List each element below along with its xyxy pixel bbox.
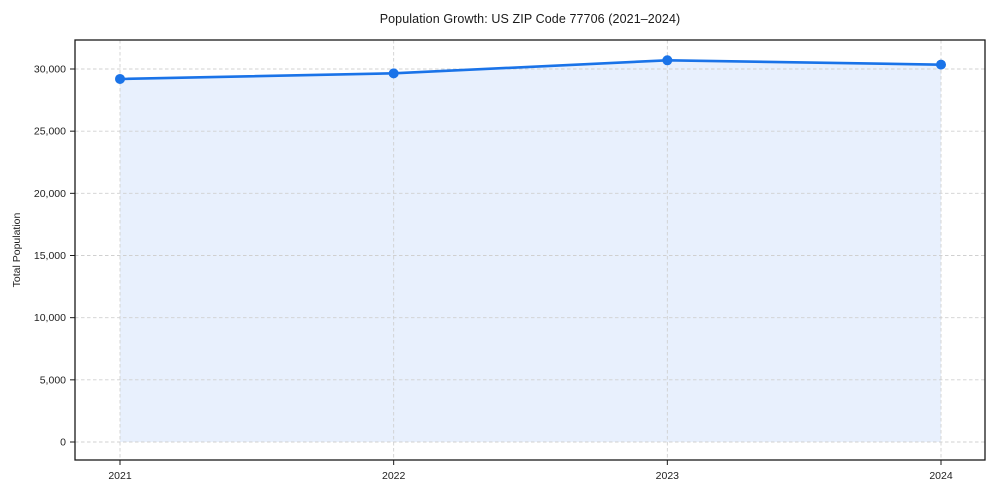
y-tick-label: 0 <box>60 437 66 449</box>
y-tick-label: 15,000 <box>34 250 66 262</box>
x-tick-label: 2022 <box>382 470 406 482</box>
data-point <box>115 73 125 84</box>
y-tick-label: 10,000 <box>34 312 66 324</box>
x-tick-label: 2024 <box>929 470 953 482</box>
y-tick-label: 5,000 <box>40 374 66 386</box>
trend-line <box>118 58 943 81</box>
data-point <box>936 59 946 70</box>
data-point <box>388 68 399 79</box>
y-tick-label: 25,000 <box>34 126 66 138</box>
x-tick-label: 2023 <box>656 470 680 482</box>
y-tick-label: 30,000 <box>34 64 66 76</box>
area-fill <box>120 60 941 443</box>
chart-title: Population Growth: US ZIP Code 77706 (20… <box>379 12 681 26</box>
y-tick-label: 20,000 <box>34 188 66 200</box>
data-point <box>662 55 673 66</box>
plot-border <box>74 39 986 461</box>
x-tick-label: 2021 <box>108 470 132 482</box>
